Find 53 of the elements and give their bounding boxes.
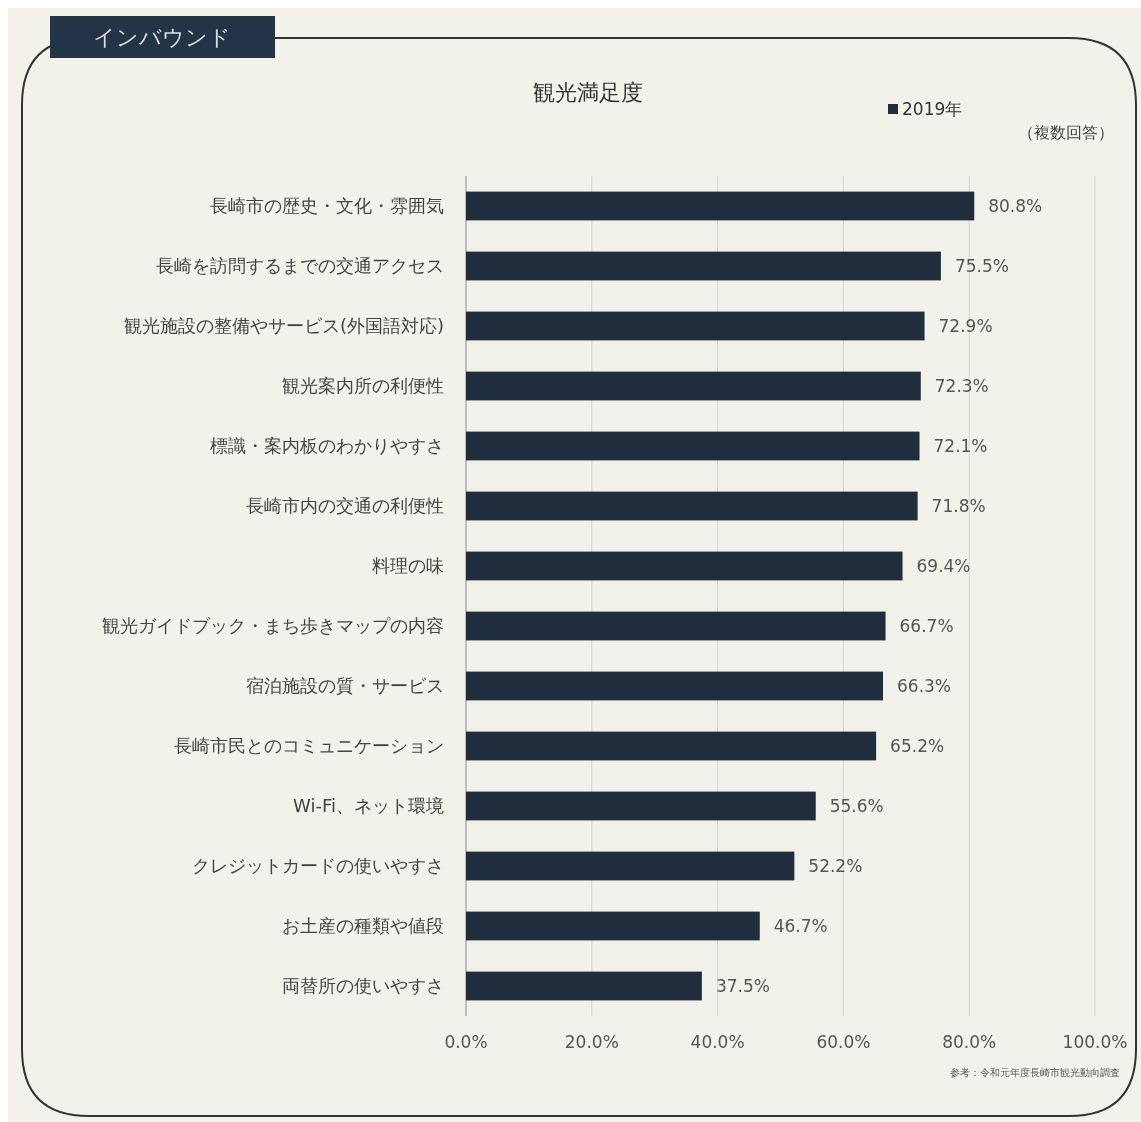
y-tick-label: 長崎市の歴史・文化・雰囲気 [210, 195, 444, 217]
y-tick-label: Wi-Fi、ネット環境 [293, 795, 444, 817]
y-tick-label: お土産の種類や値段 [282, 915, 444, 937]
x-tick-label: 0.0% [444, 1031, 488, 1052]
text: インバウンド [93, 24, 231, 50]
y-tick-label: 観光ガイドブック・まち歩きマップの内容 [102, 615, 444, 637]
y-tick-label: 宿泊施設の質・サービス [246, 675, 444, 697]
bar [466, 851, 795, 881]
y-tick-label: 料理の味 [372, 555, 444, 577]
bar [466, 791, 816, 821]
data-label: 66.7% [899, 615, 954, 636]
bar [466, 731, 877, 761]
y-tick-label: 長崎市内の交通の利便性 [246, 495, 444, 517]
bar [466, 311, 925, 341]
y-tick-label: 長崎を訪問するまでの交通アクセス [156, 255, 444, 277]
y-tick-label: クレジットカードの使いやすさ [192, 855, 444, 877]
x-tick-label: 60.0% [816, 1031, 871, 1052]
data-label: 72.9% [938, 315, 993, 336]
y-tick-label: 観光施設の整備やサービス(外国語対応) [123, 315, 444, 337]
y-tick-label: 観光案内所の利便性 [282, 375, 444, 397]
x-tick-label: 40.0% [690, 1031, 745, 1052]
data-label: 55.6% [829, 795, 884, 816]
bar [466, 551, 903, 581]
data-label: 52.2% [808, 855, 863, 876]
bar [466, 371, 921, 401]
bar [466, 671, 884, 701]
bar [466, 491, 918, 521]
chart-title: 観光満足度 [533, 80, 643, 105]
data-label: 46.7% [773, 915, 828, 936]
data-label: 71.8% [931, 495, 986, 516]
x-tick-label: 20.0% [564, 1031, 619, 1052]
bar [466, 191, 975, 221]
data-label: 66.3% [897, 675, 952, 696]
text: 参考：令和元年度長崎市観光動向調査 [950, 1067, 1120, 1078]
y-tick-label: 標識・案内板のわかりやすさ [210, 435, 444, 457]
text: （複数回答） [1018, 123, 1114, 142]
bar [466, 431, 920, 461]
bar [466, 251, 941, 281]
bar [466, 611, 886, 641]
data-label: 37.5% [715, 975, 770, 996]
data-label: 80.8% [988, 195, 1043, 216]
x-tick-label: 80.0% [942, 1031, 997, 1052]
data-label: 72.3% [934, 375, 989, 396]
y-tick-label: 両替所の使いやすさ [282, 975, 444, 997]
legend-label: 2019年 [902, 98, 963, 119]
x-tick-label: 100.0% [1062, 1031, 1128, 1052]
y-tick-label: 長崎市民とのコミュニケーション [174, 735, 444, 757]
data-label: 72.1% [933, 435, 988, 456]
bar [466, 971, 702, 1001]
data-label: 69.4% [916, 555, 971, 576]
bar [466, 911, 760, 941]
data-label: 75.5% [954, 255, 1009, 276]
data-label: 65.2% [890, 735, 945, 756]
